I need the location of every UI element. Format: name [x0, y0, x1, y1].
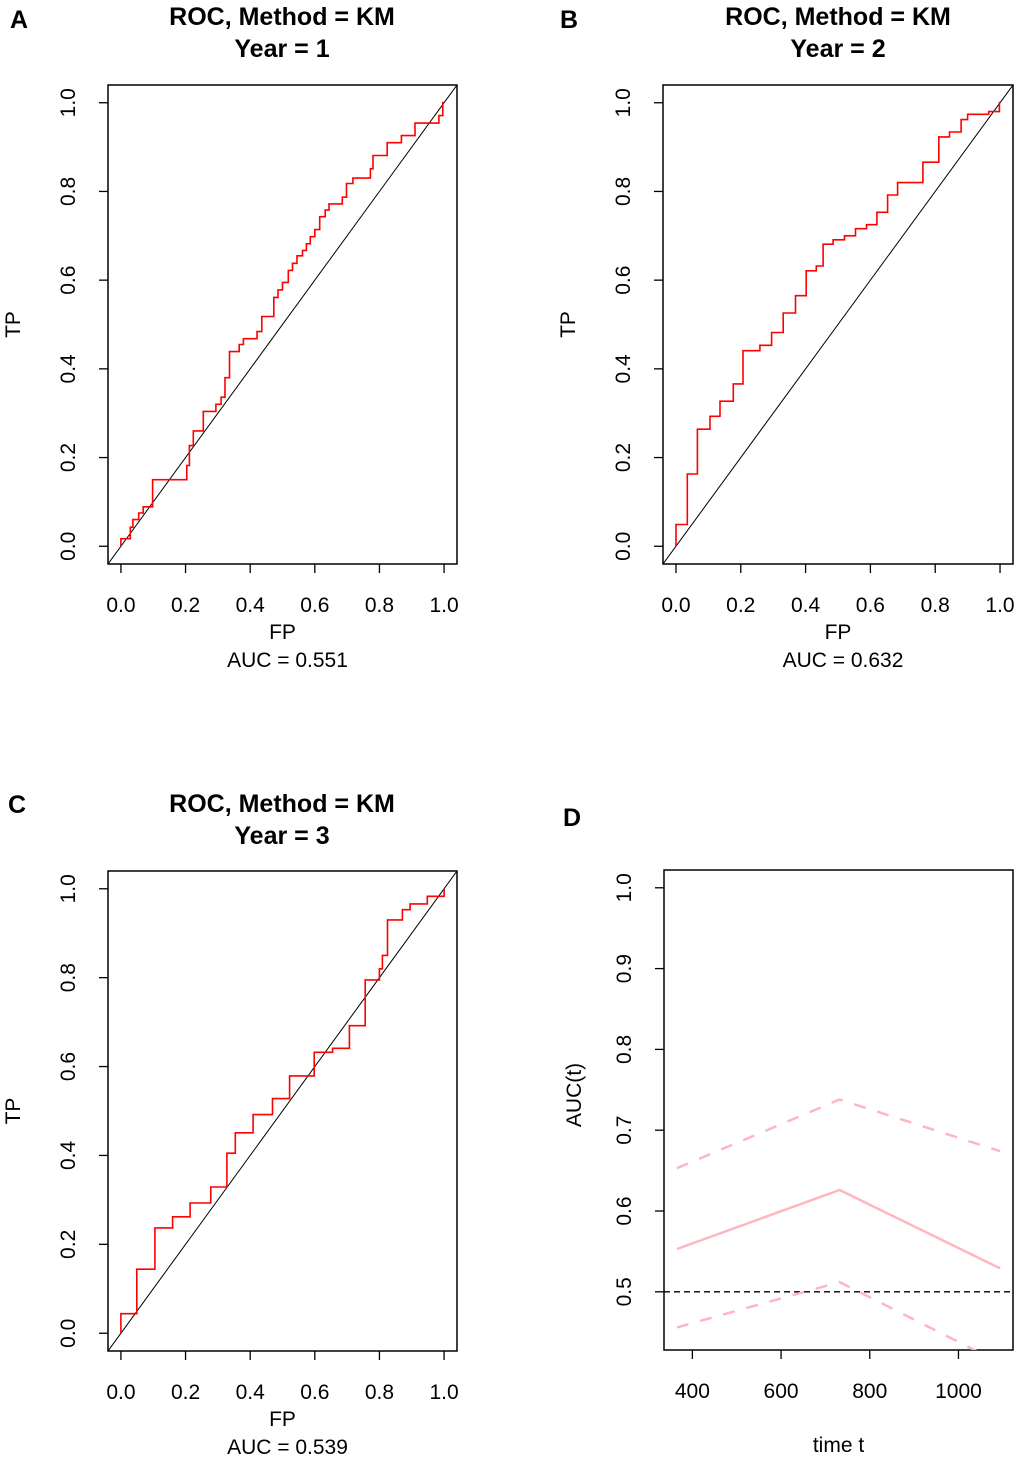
y-tick-label: 0.5: [613, 1277, 636, 1306]
x-axis-label: FP: [269, 621, 296, 644]
chart-title: Year = 2: [790, 35, 885, 63]
reference-diagonal: [108, 85, 457, 564]
x-tick-label: 0.6: [856, 594, 885, 617]
x-tick-label: 400: [675, 1380, 710, 1403]
x-tick-label: 1.0: [985, 594, 1014, 617]
x-tick-label: 0.6: [300, 1381, 329, 1404]
y-tick-label: 0.6: [57, 266, 80, 295]
y-tick-label: 0.2: [57, 443, 80, 472]
x-tick-label: 0.4: [236, 594, 266, 617]
y-tick-label: 0.8: [57, 177, 80, 206]
y-tick-label: 0.2: [612, 443, 635, 472]
y-tick-label: 0.2: [57, 1230, 80, 1259]
x-axis-label: FP: [825, 621, 852, 644]
chart-title: Year = 1: [234, 35, 329, 63]
y-tick-label: 0.6: [612, 266, 635, 295]
y-axis-label: TP: [2, 1098, 25, 1125]
plot-box: [663, 869, 1014, 1351]
panel-letter: A: [10, 6, 28, 34]
plot-area: [108, 871, 457, 1351]
panel-d: D 400 600 800 1000 0.5 0.6 0.7 0.8 0.9 1.0 time t AU…: [563, 804, 1014, 1457]
series-lower-ci: [676, 1280, 978, 1350]
chart-title: ROC, Method = KM: [169, 3, 395, 31]
y-tick-label: 1.0: [613, 873, 636, 902]
x-tick-label: 600: [764, 1380, 799, 1403]
y-tick-label: 0.8: [613, 1035, 636, 1064]
y-tick-label: 0.0: [612, 532, 635, 561]
y-axis-label: TP: [2, 311, 25, 338]
x-tick-label: 0.2: [171, 1381, 200, 1404]
y-tick-label: 0.7: [613, 1116, 636, 1145]
x-tick-label: 0.0: [106, 1381, 135, 1404]
x-tick-label: 800: [852, 1380, 887, 1403]
y-tick-label: 0.9: [613, 954, 636, 983]
y-tick-label: 0.6: [57, 1052, 80, 1081]
x-axis-label: time t: [813, 1434, 865, 1457]
panel-a: A ROC, Method = KM Year = 1 0.0 0.2 0.4 0.6 0.8…: [2, 3, 459, 672]
panel-letter: D: [563, 804, 581, 832]
auc-label: AUC = 0.632: [783, 649, 904, 672]
x-axis-label: FP: [269, 1408, 296, 1431]
x-tick-label: 0.6: [300, 594, 329, 617]
x-tick-label: 0.2: [171, 594, 200, 617]
panel-letter: B: [560, 6, 578, 34]
x-tick-label: 0.0: [661, 594, 690, 617]
x-tick-label: 0.2: [726, 594, 755, 617]
reference-diagonal: [108, 871, 457, 1351]
y-tick-label: 0.4: [57, 1141, 80, 1171]
panel-c: C ROC, Method = KM Year = 3 0.0 0.2 0.4 0.6 0.8…: [2, 790, 459, 1459]
x-tick-label: 1.0: [429, 1381, 458, 1404]
y-tick-label: 0.6: [613, 1196, 636, 1225]
y-tick-label: 1.0: [612, 88, 635, 117]
y-tick-label: 0.0: [57, 1319, 80, 1348]
x-tick-label: 0.4: [791, 594, 821, 617]
series-auc: [676, 1188, 1001, 1270]
plot-area: [663, 85, 1013, 564]
chart-title: Year = 3: [234, 822, 329, 850]
chart-title: ROC, Method = KM: [169, 790, 395, 818]
y-tick-label: 0.0: [57, 532, 80, 561]
panel-letter: C: [8, 791, 26, 819]
x-tick-label: 0.8: [921, 594, 950, 617]
y-axis-label: AUC(t): [563, 1063, 586, 1127]
auc-label: AUC = 0.539: [227, 1436, 348, 1459]
y-tick-label: 1.0: [57, 88, 80, 117]
plot-area: [664, 1098, 1013, 1350]
y-tick-label: 1.0: [57, 874, 80, 903]
auc-label: AUC = 0.551: [227, 649, 348, 672]
chart-title: ROC, Method = KM: [725, 3, 951, 31]
series-roc: [120, 888, 445, 1334]
x-tick-label: 0.8: [365, 594, 394, 617]
series-upper-ci: [676, 1098, 1001, 1170]
y-axis-label: TP: [557, 311, 580, 338]
x-tick-label: 0.8: [365, 1381, 394, 1404]
x-tick-label: 1.0: [429, 594, 458, 617]
x-tick-label: 1000: [935, 1380, 982, 1403]
reference-diagonal: [663, 85, 1013, 564]
x-tick-label: 0.4: [236, 1381, 266, 1404]
series-roc: [675, 101, 1001, 547]
panel-b: B ROC, Method = KM Year = 2 0.0 0.2 0.4 0.6 0.8…: [557, 3, 1015, 672]
y-tick-label: 0.8: [57, 963, 80, 992]
y-tick-label: 0.4: [57, 354, 80, 384]
y-tick-label: 0.4: [612, 354, 635, 384]
plot-area: [108, 85, 457, 564]
x-tick-label: 0.0: [106, 594, 135, 617]
series-roc: [120, 101, 445, 547]
y-tick-label: 0.8: [612, 177, 635, 206]
